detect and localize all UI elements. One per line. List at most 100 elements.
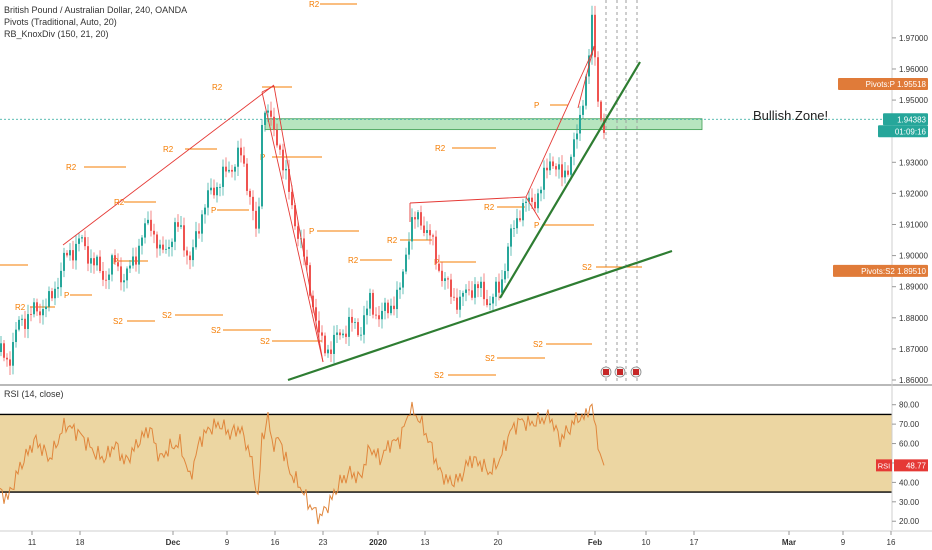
event-icons[interactable]	[600, 366, 642, 378]
candle-body	[30, 314, 32, 315]
candle-body	[261, 124, 263, 207]
candle-body	[531, 197, 533, 202]
candle-body	[258, 206, 260, 229]
candle-body	[171, 241, 173, 248]
time-tick-label: 11	[28, 538, 37, 547]
time-tick-label: 23	[319, 538, 328, 547]
last-price-badge-bg	[883, 113, 928, 126]
pivot-label-p: P	[211, 206, 216, 215]
candle-body	[555, 166, 557, 170]
candle-body	[243, 155, 245, 164]
candle-body	[345, 333, 347, 337]
pivot-label-p: P	[64, 291, 69, 300]
knoxdiv-indicator-label[interactable]: RB_KnoxDiv (150, 21, 20)	[4, 29, 109, 39]
candle-body	[294, 205, 296, 227]
pivot-label-r2: R2	[66, 163, 77, 172]
candle-body	[522, 203, 524, 221]
candle-body	[282, 149, 284, 171]
candle-body	[240, 147, 242, 156]
candle-body	[117, 262, 119, 267]
candle-body	[540, 189, 542, 194]
candle-body	[486, 299, 488, 306]
candle-body	[144, 223, 146, 238]
candle-body	[453, 296, 455, 298]
candle-body	[354, 322, 356, 323]
candle-body	[570, 156, 572, 175]
candle-body	[444, 278, 446, 282]
pivot-label-r2: R2	[309, 0, 320, 9]
pivot-label-r2: R2	[435, 144, 446, 153]
candle-body	[111, 255, 113, 275]
time-tick-label: 16	[887, 538, 896, 547]
time-tick-label: Dec	[166, 538, 181, 547]
pivot-label-s2: S2	[162, 311, 172, 320]
time-tick-label: 17	[690, 538, 699, 547]
candle-body	[132, 256, 134, 266]
candle-body	[318, 320, 320, 333]
price-tick-label: 1.88000	[899, 314, 928, 323]
candle-body	[495, 281, 497, 297]
candle-body	[297, 226, 299, 239]
flag-stripe	[603, 369, 609, 375]
candle-body	[537, 193, 539, 209]
rsi-tick-label: 40.00	[899, 478, 920, 487]
divergence-line	[62, 84, 275, 246]
candle-body	[123, 280, 125, 283]
candle-body	[192, 247, 194, 261]
candle-body	[372, 292, 374, 315]
candle-body	[42, 309, 44, 316]
time-tick-label: 16	[271, 538, 280, 547]
candle-body	[21, 318, 23, 320]
pivot-s2-badge-text: Pivots:S2 1.89510	[861, 267, 926, 276]
time-tick-label: 9	[225, 538, 230, 547]
candle-body	[363, 315, 365, 335]
pivots-indicator-label[interactable]: Pivots (Traditional, Auto, 20)	[4, 17, 117, 27]
divergence-line	[525, 196, 541, 221]
candle-body	[594, 14, 596, 58]
candle-body	[102, 271, 104, 280]
candle-body	[276, 129, 278, 146]
candle-body	[351, 316, 353, 323]
candle-body	[252, 196, 254, 211]
candle-body	[219, 186, 221, 188]
candle-body	[51, 291, 53, 299]
price-tick-label: 1.90000	[899, 252, 928, 261]
candle-body	[390, 305, 392, 314]
time-tick-label: 10	[642, 538, 651, 547]
candle-body	[270, 110, 272, 117]
price-axis[interactable]: 1.970001.960001.950001.940001.930001.920…	[833, 0, 928, 530]
candle-body	[54, 288, 56, 299]
rsi-label-badge-bg	[876, 459, 892, 472]
candle-body	[315, 307, 317, 321]
candle-body	[69, 250, 71, 256]
candle-body	[312, 295, 314, 308]
candle-body	[177, 222, 179, 227]
candle-body	[27, 314, 29, 329]
candle-body	[237, 147, 239, 167]
pivot-label-p: P	[534, 221, 539, 230]
candle-body	[378, 315, 380, 320]
candle-body	[549, 161, 551, 171]
candle-body	[81, 237, 83, 239]
time-tick-label: 9	[841, 538, 846, 547]
candle-body	[582, 105, 584, 115]
candle-body	[168, 247, 170, 249]
divergence-line	[261, 91, 324, 363]
time-axis[interactable]: 11 18 Dec 9 16 23 2020 13 20 Feb 10 17 Mar 9 16	[0, 530, 932, 547]
pivot-label-s2: S2	[260, 337, 270, 346]
countdown-badge-text: 01:09:16	[895, 127, 927, 136]
bullish-zone-box[interactable]	[264, 118, 703, 131]
rsi-pane	[0, 401, 892, 525]
pivot-label-s2: S2	[434, 371, 444, 380]
symbol-title[interactable]: British Pound / Australian Dollar, 240, …	[4, 5, 188, 15]
pivot-label-p: P	[309, 227, 314, 236]
candle-body	[114, 255, 116, 263]
candle-body	[180, 225, 182, 227]
candle-body	[393, 305, 395, 310]
price-tick-label: 1.92000	[899, 189, 928, 198]
candle-body	[435, 236, 437, 264]
price-tick-label: 1.89000	[899, 283, 928, 292]
pivot-label-s2: S2	[113, 317, 123, 326]
rsi-indicator-label[interactable]: RSI (14, close)	[4, 389, 64, 399]
